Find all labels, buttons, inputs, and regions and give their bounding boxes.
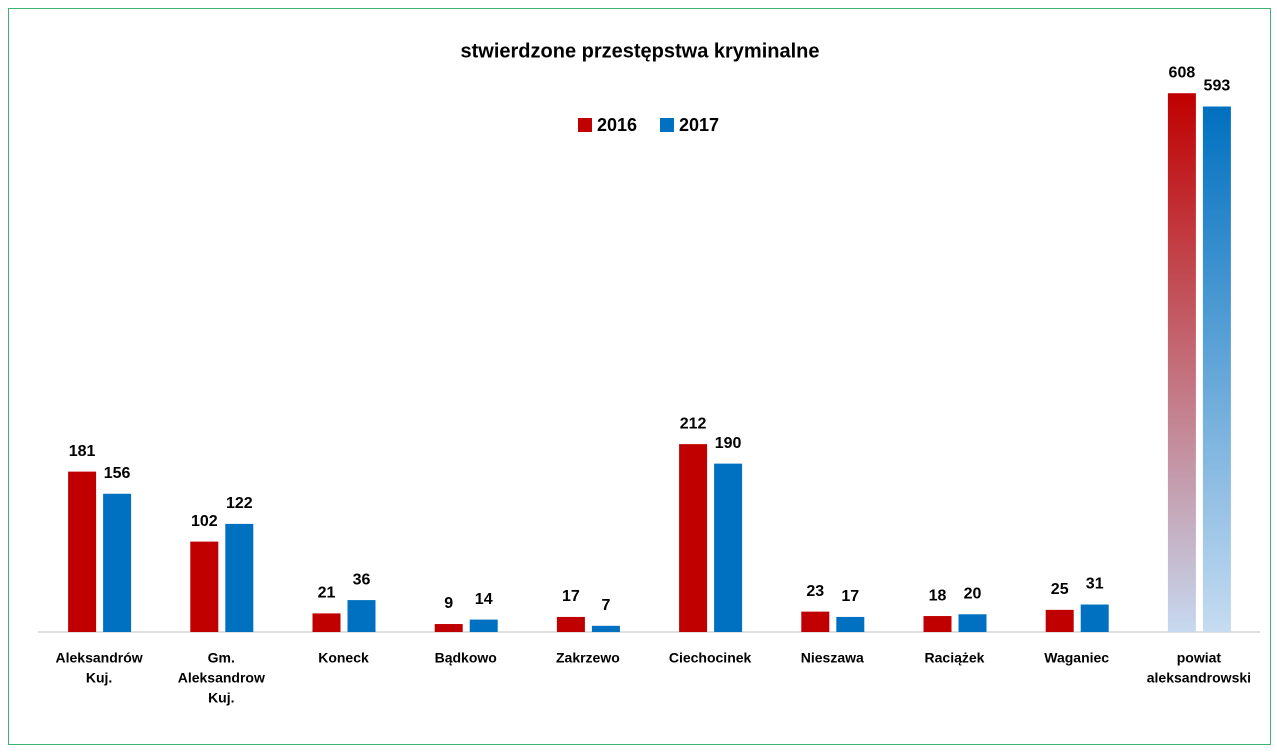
bar — [225, 523, 254, 632]
data-label: 9 — [444, 595, 453, 612]
chart-border — [8, 8, 1271, 745]
x-tick-label: Bądkowo — [435, 650, 497, 666]
data-label: 102 — [191, 513, 218, 530]
legend-label: 2017 — [679, 115, 719, 135]
x-tick-label: powiat — [1177, 650, 1222, 666]
bar — [958, 614, 987, 632]
bar — [1080, 604, 1109, 632]
x-tick-label: Waganiec — [1044, 650, 1109, 666]
chart-title: stwierdzone przestępstwa kryminalne — [460, 40, 819, 62]
data-label: 608 — [1169, 64, 1196, 81]
legend-swatch — [578, 118, 592, 132]
bar — [1045, 609, 1074, 632]
x-tick-label: Ciechocinek — [669, 650, 752, 666]
legend-label: 2016 — [597, 115, 637, 135]
bar — [469, 619, 498, 632]
data-label: 36 — [353, 571, 371, 588]
bar — [434, 624, 463, 632]
data-label: 156 — [104, 465, 131, 482]
bar — [190, 541, 219, 632]
bar — [1202, 106, 1231, 633]
x-tick-label: Koneck — [318, 650, 369, 666]
x-tick-label: Raciążek — [925, 650, 985, 666]
x-tick-label: Kuj. — [208, 690, 234, 706]
bar — [923, 616, 952, 632]
data-label: 17 — [841, 588, 859, 605]
bar — [312, 613, 341, 632]
bar — [347, 600, 376, 632]
bar — [103, 493, 132, 632]
bar — [714, 463, 743, 632]
bar — [556, 616, 585, 632]
data-label: 20 — [964, 585, 982, 602]
legend-swatch — [660, 118, 674, 132]
bar — [679, 444, 708, 632]
bar — [1167, 93, 1196, 633]
data-label: 31 — [1086, 576, 1104, 593]
x-tick-label: aleksandrowski — [1147, 670, 1251, 686]
bar — [68, 471, 97, 632]
bar — [836, 616, 865, 632]
data-label: 21 — [318, 585, 336, 602]
x-tick-label: Nieszawa — [801, 650, 864, 666]
data-label: 18 — [929, 587, 947, 604]
data-label: 212 — [680, 415, 707, 432]
bar — [591, 625, 620, 632]
data-label: 25 — [1051, 581, 1069, 598]
x-tick-label: Aleksandrow — [178, 670, 265, 686]
data-label: 122 — [226, 495, 253, 512]
data-label: 23 — [806, 583, 824, 600]
bar — [801, 611, 830, 632]
data-label: 190 — [715, 435, 742, 452]
data-label: 593 — [1204, 78, 1231, 95]
x-tick-label: Zakrzewo — [556, 650, 620, 666]
data-label: 181 — [69, 443, 96, 460]
x-tick-label: Kuj. — [86, 670, 112, 686]
data-label: 17 — [562, 588, 580, 605]
x-tick-label: Aleksandrów — [56, 650, 143, 666]
data-label: 14 — [475, 591, 493, 608]
data-label: 7 — [601, 597, 610, 614]
x-tick-label: Gm. — [208, 650, 235, 666]
